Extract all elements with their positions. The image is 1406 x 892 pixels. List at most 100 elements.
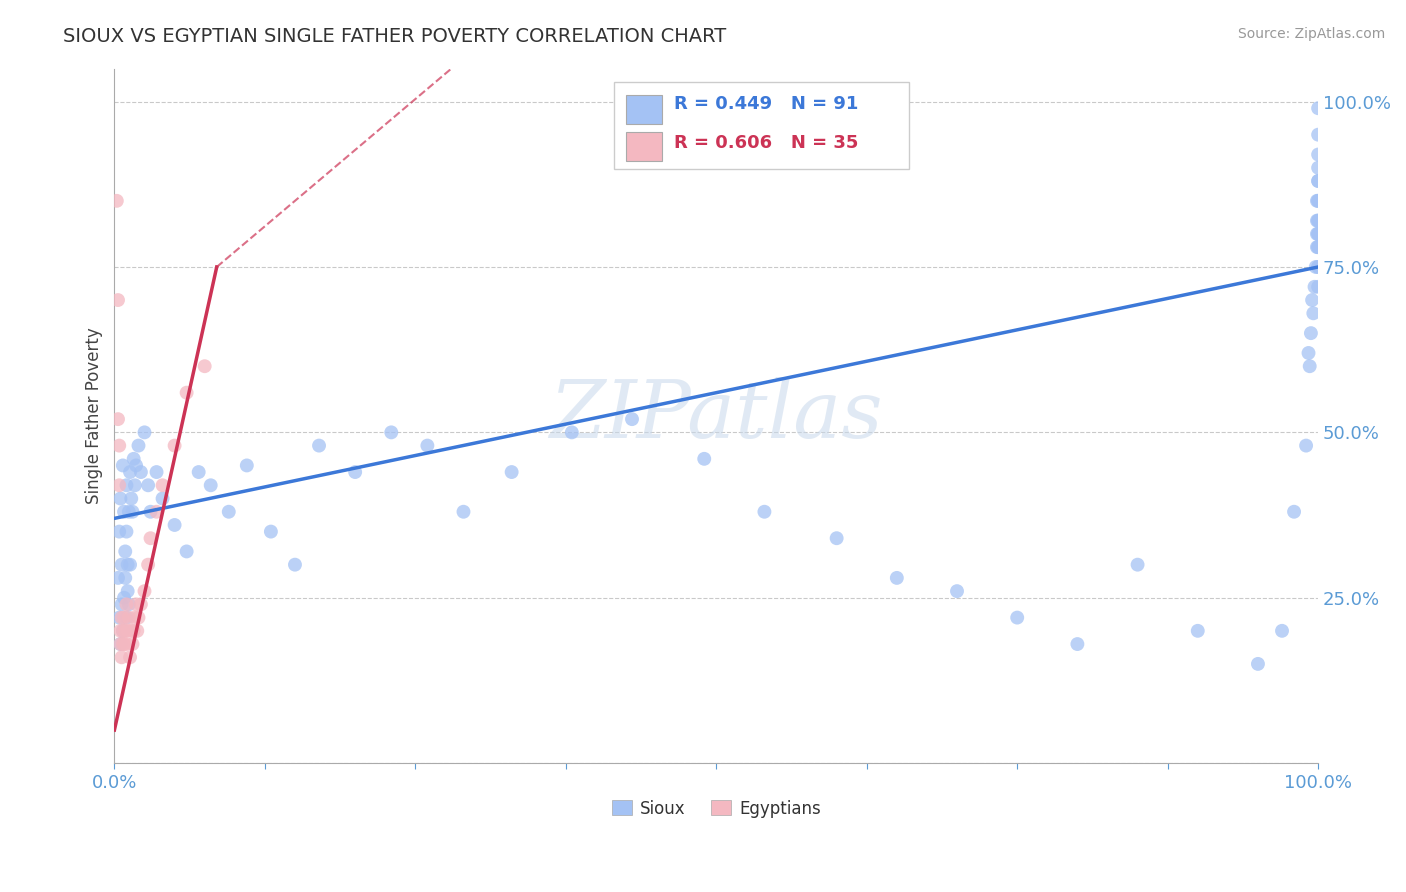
Point — [120, 650, 142, 665]
Point — [108, 478, 131, 492]
Text: SIOUX VS EGYPTIAN SINGLE FATHER POVERTY CORRELATION CHART: SIOUX VS EGYPTIAN SINGLE FATHER POVERTY … — [63, 27, 727, 45]
Point — [139, 531, 162, 545]
Point — [117, 624, 139, 638]
Point — [1298, 346, 1320, 360]
Point — [145, 505, 167, 519]
Point — [118, 598, 141, 612]
Point — [121, 505, 143, 519]
Point — [111, 610, 134, 624]
Point — [176, 385, 198, 400]
Point — [163, 439, 186, 453]
Point — [118, 505, 141, 519]
Point — [122, 451, 145, 466]
Point — [127, 439, 149, 453]
Point — [886, 571, 908, 585]
Point — [1306, 213, 1329, 227]
Point — [1295, 439, 1317, 453]
Text: Source: ZipAtlas.com: Source: ZipAtlas.com — [1237, 27, 1385, 41]
Point — [108, 610, 131, 624]
Point — [125, 458, 148, 473]
Point — [1308, 240, 1330, 254]
Point — [825, 531, 848, 545]
Point — [120, 624, 142, 638]
Point — [1306, 240, 1329, 254]
Point — [1308, 213, 1330, 227]
Point — [129, 465, 152, 479]
Point — [136, 478, 159, 492]
Point — [693, 451, 716, 466]
Point — [453, 505, 475, 519]
Point — [1308, 260, 1330, 274]
Point — [1005, 610, 1028, 624]
Point — [344, 465, 367, 479]
Point — [105, 194, 128, 208]
Point — [1187, 624, 1209, 638]
Point — [1308, 260, 1330, 274]
Point — [115, 610, 138, 624]
Point — [134, 425, 156, 440]
Point — [124, 610, 146, 624]
Point — [380, 425, 402, 440]
Point — [187, 465, 209, 479]
Text: R = 0.606   N = 35: R = 0.606 N = 35 — [673, 134, 859, 152]
Point — [561, 425, 583, 440]
Point — [1303, 280, 1326, 294]
Point — [1308, 174, 1330, 188]
Point — [1299, 359, 1322, 374]
Point — [120, 491, 142, 506]
Point — [416, 439, 439, 453]
Point — [120, 465, 142, 479]
FancyBboxPatch shape — [626, 95, 662, 124]
FancyBboxPatch shape — [614, 82, 908, 169]
Point — [118, 610, 141, 624]
Point — [129, 598, 152, 612]
Point — [1282, 505, 1305, 519]
Point — [163, 518, 186, 533]
Point — [117, 584, 139, 599]
Point — [111, 624, 134, 638]
Point — [1247, 657, 1270, 671]
Point — [1308, 280, 1330, 294]
Point — [1308, 101, 1330, 115]
Point — [107, 571, 129, 585]
Point — [125, 598, 148, 612]
Point — [111, 624, 134, 638]
Point — [236, 458, 259, 473]
Point — [1306, 194, 1329, 208]
FancyBboxPatch shape — [626, 132, 662, 161]
Point — [111, 598, 134, 612]
Point — [1066, 637, 1088, 651]
Point — [120, 558, 142, 572]
Point — [218, 505, 240, 519]
Point — [1308, 128, 1330, 142]
Point — [134, 584, 156, 599]
Point — [115, 524, 138, 539]
Text: ZIPatlas: ZIPatlas — [550, 377, 883, 455]
Point — [1308, 213, 1330, 227]
Point — [176, 544, 198, 558]
Point — [112, 591, 135, 605]
Point — [114, 544, 136, 558]
Point — [111, 650, 134, 665]
Point — [127, 624, 149, 638]
Point — [946, 584, 969, 599]
Point — [117, 558, 139, 572]
Point — [108, 439, 131, 453]
Point — [111, 637, 134, 651]
Point — [114, 571, 136, 585]
Point — [1302, 306, 1324, 320]
Point — [110, 624, 132, 638]
Point — [1308, 227, 1330, 241]
Text: R = 0.449   N = 91: R = 0.449 N = 91 — [673, 95, 859, 113]
Point — [1308, 147, 1330, 161]
Point — [754, 505, 776, 519]
Point — [112, 637, 135, 651]
Point — [121, 637, 143, 651]
Point — [260, 524, 283, 539]
Point — [139, 505, 162, 519]
Legend: Sioux, Egyptians: Sioux, Egyptians — [605, 793, 828, 824]
Point — [108, 524, 131, 539]
Point — [136, 558, 159, 572]
Point — [1301, 293, 1323, 307]
Point — [115, 478, 138, 492]
